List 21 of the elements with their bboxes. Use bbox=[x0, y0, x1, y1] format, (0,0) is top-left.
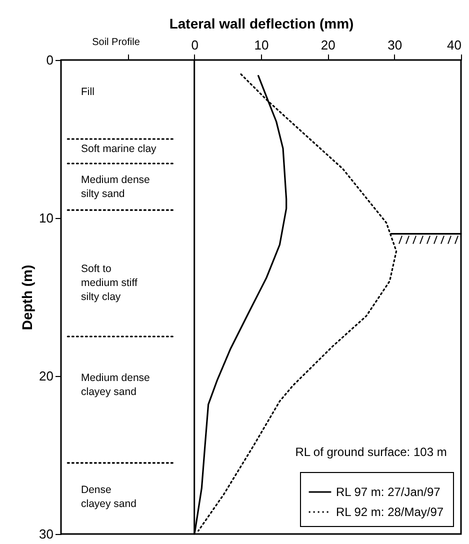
x-tick-label: 30 bbox=[388, 38, 402, 52]
y-tick-label: 20 bbox=[39, 368, 54, 384]
annotation: Soft to medium stiff silty clay bbox=[81, 263, 138, 303]
y-tick-label: 10 bbox=[39, 210, 54, 226]
annotation: RL of ground surface: 103 m bbox=[295, 445, 447, 459]
x-tick-label: 20 bbox=[320, 38, 336, 52]
legend-label: RL 97 m: 27/Jan/97 bbox=[336, 485, 441, 499]
annotation: Soft marine clay bbox=[81, 143, 158, 155]
y-axis-title: Depth (m) bbox=[19, 264, 36, 330]
x-tick-label: 10 bbox=[254, 38, 269, 52]
annotation: Medium dense silty sand bbox=[81, 174, 150, 200]
y-tick-label: 30 bbox=[39, 526, 54, 542]
x-tick-label: 40 bbox=[447, 38, 462, 52]
text: Soil Profile bbox=[92, 37, 140, 48]
annotation: Dense clayey sand bbox=[81, 484, 137, 510]
legend-label: RL 92 m: 28/May/97 bbox=[336, 505, 444, 519]
x-axis-title: Lateral wall deflection (mm) bbox=[169, 16, 354, 32]
annotation: Fill bbox=[81, 86, 94, 98]
y-tick-label: 0 bbox=[46, 52, 54, 68]
x-tick-label: 0 bbox=[191, 38, 198, 52]
annotation: Medium dense clayey sand bbox=[81, 372, 150, 398]
